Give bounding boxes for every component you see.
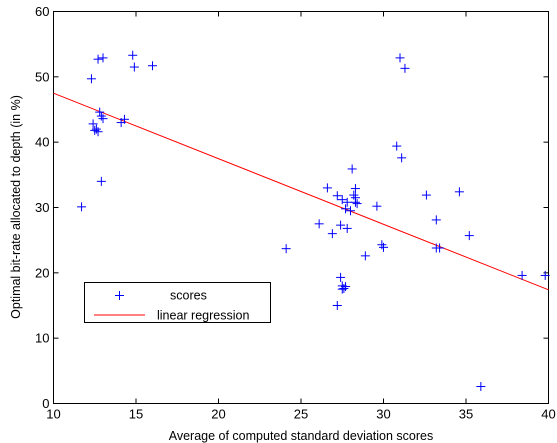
data-point xyxy=(128,50,138,60)
data-point xyxy=(322,183,332,193)
x-axis-title: Average of computed standard deviation s… xyxy=(169,429,434,443)
data-point xyxy=(119,114,129,124)
x-tick-label: 35 xyxy=(459,407,473,422)
data-point xyxy=(98,114,108,124)
y-tick-label: 30 xyxy=(35,200,49,215)
data-point xyxy=(314,219,324,229)
data-point xyxy=(93,127,103,137)
x-tick-label: 10 xyxy=(46,407,60,422)
data-point xyxy=(377,240,387,250)
y-tick-label: 20 xyxy=(35,265,49,280)
x-tick-label: 15 xyxy=(129,407,143,422)
data-point xyxy=(95,107,105,117)
data-point xyxy=(431,215,441,225)
data-point xyxy=(336,272,346,282)
y-axis-title: Optimal bit-rate allocated to depth (in … xyxy=(9,95,23,319)
data-point xyxy=(360,251,370,261)
data-point xyxy=(347,164,357,174)
x-tick-label: 20 xyxy=(211,407,225,422)
data-point xyxy=(98,53,108,63)
data-point xyxy=(77,202,87,212)
y-tick-label: 40 xyxy=(35,135,49,150)
data-point xyxy=(341,282,351,292)
plot-area xyxy=(53,11,549,404)
legend-box xyxy=(84,282,271,323)
data-point xyxy=(476,382,486,392)
legend-scores-label: scores xyxy=(170,289,207,303)
y-tick-label: 10 xyxy=(35,331,49,346)
data-point xyxy=(281,244,291,254)
data-point xyxy=(397,153,407,163)
data-point xyxy=(93,54,103,64)
data-point xyxy=(342,197,352,207)
regression-layer xyxy=(53,92,549,291)
data-point xyxy=(350,197,360,207)
data-point xyxy=(350,184,360,194)
data-point xyxy=(342,223,352,233)
data-point xyxy=(392,141,402,151)
data-point xyxy=(395,53,405,63)
data-point xyxy=(327,229,337,239)
data-point xyxy=(372,201,382,211)
y-tick-label: 50 xyxy=(35,69,49,84)
data-point xyxy=(517,270,527,280)
legend: scores linear regression xyxy=(84,282,271,323)
data-point xyxy=(400,63,410,73)
data-point xyxy=(148,61,157,71)
data-point xyxy=(336,220,346,230)
y-tick-label: 0 xyxy=(42,396,49,411)
data-point xyxy=(332,191,342,201)
data-point xyxy=(339,284,349,294)
data-point xyxy=(337,195,347,205)
y-tick-label: 60 xyxy=(35,4,49,19)
x-tick-label: 30 xyxy=(376,407,390,422)
data-point xyxy=(346,206,355,216)
data-point xyxy=(454,187,464,197)
data-point xyxy=(129,62,139,72)
data-point xyxy=(464,231,474,241)
data-point xyxy=(332,301,342,310)
data-point xyxy=(86,74,96,84)
legend-scores-marker xyxy=(115,291,124,300)
data-point xyxy=(88,119,98,129)
x-tick-label: 25 xyxy=(294,407,308,422)
data-point xyxy=(435,243,445,253)
regression-line xyxy=(53,92,549,291)
data-point xyxy=(96,176,106,186)
points-layer xyxy=(77,50,550,392)
data-point xyxy=(540,270,550,280)
data-point xyxy=(352,199,362,209)
data-point xyxy=(341,204,351,214)
x-tick-label: 40 xyxy=(541,407,555,422)
legend-regression-label: linear regression xyxy=(157,309,249,323)
data-point xyxy=(421,190,431,200)
